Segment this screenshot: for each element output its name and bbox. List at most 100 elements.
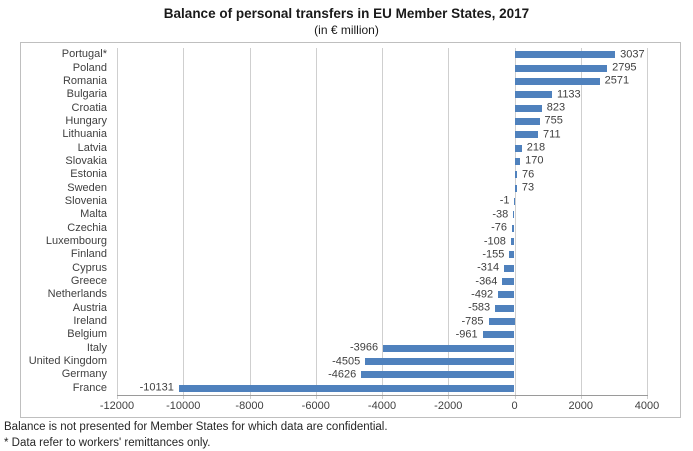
value-label: -1 [499,194,510,207]
footnote-confidential: Balance is not presented for Member Stat… [4,421,388,433]
bar [361,371,515,379]
bar [511,224,515,232]
bar [514,104,542,112]
category-label: Sweden [67,181,107,194]
value-label: -4505 [332,355,361,368]
value-label: -961 [455,328,478,341]
value-label: -10131 [139,381,174,394]
bar [509,251,515,259]
gridline [448,48,450,399]
gridline [249,48,251,399]
bar [514,184,517,192]
gridline [647,48,648,399]
x-tick-label: -4000 [367,400,397,412]
bar [514,117,540,125]
category-label: Romania [62,74,107,87]
gridline [117,48,118,399]
value-label: -364 [475,275,498,288]
category-label: Italy [86,341,107,354]
value-label: -785 [461,315,484,328]
chart-subtitle: (in € million) [314,23,379,37]
category-label: United Kingdom [28,355,107,368]
y-axis-labels: Portugal* Poland Romania Bulgaria Croatia Hun… [21,48,113,395]
x-tick-label: 4000 [634,400,660,412]
footnote-asterisk: * Data refer to workers' remittances onl… [4,437,211,449]
bar [514,64,608,72]
value-label: -583 [468,301,491,314]
x-tick-label: -12000 [99,400,135,412]
bar [514,197,515,205]
category-label: Cyprus [72,261,107,274]
gridline [183,48,185,399]
category-label: Netherlands [47,288,107,301]
category-label: Ireland [73,315,107,328]
category-label: Estonia [70,168,107,181]
category-label: Portugal* [61,48,107,61]
x-tick-label: -10000 [166,400,201,412]
bar [514,157,521,165]
bar [178,384,515,392]
x-tick-label: 0 [511,400,518,412]
value-label: -108 [483,235,506,248]
category-label: Bulgaria [66,88,107,101]
value-label: -155 [482,248,505,261]
value-label: 76 [522,168,535,181]
bar [514,131,539,139]
bar [504,264,515,272]
category-label: Czechia [67,221,107,234]
chart-title: Balance of personal transfers in EU Memb… [163,6,530,21]
category-label: Hungary [65,114,107,127]
category-label: Austria [72,301,107,314]
x-tick-label: -6000 [301,400,330,412]
bar [498,291,515,299]
bar [514,77,600,85]
value-label: 2795 [612,61,637,74]
value-label: 73 [521,181,535,194]
gridline [514,48,516,399]
x-tick-label: 2000 [568,400,593,412]
value-label: 218 [526,141,546,154]
value-label: 170 [525,154,544,167]
category-label: Germany [61,368,107,381]
value-label: 3037 [620,48,645,61]
x-tick-label: -2000 [434,400,463,412]
bar [514,51,616,59]
gridline [315,48,317,399]
value-label: -38 [492,208,509,221]
bar [383,344,515,352]
value-label: -4626 [328,368,357,381]
bar [513,211,515,219]
value-label: -492 [471,288,494,301]
x-tick-label: -8000 [235,400,264,412]
category-label: Poland [72,61,107,74]
category-label: Malta [80,208,107,221]
bar [495,304,515,312]
bar [488,318,515,326]
category-label: Belgium [67,328,107,341]
category-label: France [72,381,107,394]
value-label: 2571 [604,74,630,87]
category-label: Latvia [77,141,107,154]
category-label: Finland [70,248,107,261]
value-label: 711 [543,128,561,141]
category-label: Luxembourg [45,234,107,247]
value-label: -76 [491,221,507,234]
chart-area: Portugal* Poland Romania Bulgaria Croatia Hun… [20,42,681,418]
bar [365,358,515,366]
value-label: 823 [546,101,566,114]
bar [514,91,553,99]
category-label: Slovakia [65,154,107,167]
gridline [382,48,383,399]
category-label: Lithuania [62,128,107,141]
bar [514,144,522,152]
bar [510,238,515,246]
category-label: Slovenia [64,194,107,207]
category-label: Greece [70,275,107,288]
plot-area: 3037 2795 2571 1133 823 755 711 218 170 76 73 -1 -38… [117,48,648,399]
gridline [580,48,582,399]
value-label: 755 [544,114,563,127]
value-label: -3966 [349,341,379,354]
bar [514,171,518,179]
x-axis-line [117,395,648,396]
value-label: 1133 [557,88,581,101]
